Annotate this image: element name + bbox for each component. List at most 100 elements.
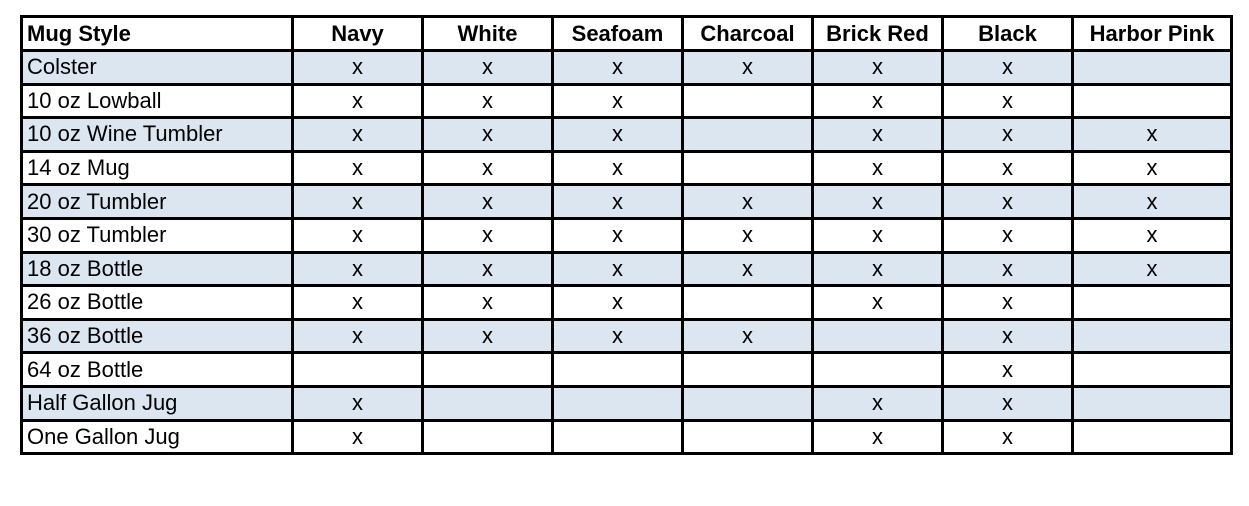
header-row: Mug Style Navy White Seafoam Charcoal Brick R… bbox=[20, 15, 1233, 52]
row-label: Colster bbox=[20, 49, 294, 86]
cell bbox=[551, 384, 684, 422]
cell: x bbox=[681, 49, 814, 86]
column-header: Seafoam bbox=[551, 15, 684, 52]
cell: x bbox=[291, 317, 424, 355]
cell: x bbox=[291, 284, 424, 321]
cell: x bbox=[421, 284, 554, 321]
cell: x bbox=[811, 49, 944, 86]
cell: x bbox=[421, 116, 554, 153]
cell: x bbox=[681, 183, 814, 220]
cell: x bbox=[811, 284, 944, 321]
cell: x bbox=[291, 384, 424, 422]
cell bbox=[681, 116, 814, 153]
cell: x bbox=[941, 384, 1074, 422]
cell: x bbox=[421, 82, 554, 120]
cell: x bbox=[941, 49, 1074, 86]
cell bbox=[291, 351, 424, 388]
table-row: 20 oz Tumbler x x x x x x x bbox=[20, 183, 1233, 220]
cell bbox=[1071, 284, 1233, 321]
cell: x bbox=[811, 216, 944, 254]
column-header: Mug Style bbox=[20, 15, 294, 52]
cell: x bbox=[681, 317, 814, 355]
table-row: 14 oz Mug x x x x x x bbox=[20, 149, 1233, 187]
cell: x bbox=[291, 149, 424, 187]
cell: x bbox=[941, 149, 1074, 187]
cell bbox=[1071, 317, 1233, 355]
cell: x bbox=[811, 418, 944, 456]
cell: x bbox=[811, 116, 944, 153]
cell: x bbox=[551, 317, 684, 355]
table-row: Colster x x x x x x bbox=[20, 49, 1233, 86]
row-label: 20 oz Tumbler bbox=[20, 183, 294, 220]
table-row: 26 oz Bottle x x x x x bbox=[20, 284, 1233, 321]
column-header: Black bbox=[941, 15, 1074, 52]
cell: x bbox=[1071, 216, 1233, 254]
cell: x bbox=[291, 216, 424, 254]
column-header: Navy bbox=[291, 15, 424, 52]
cell: x bbox=[1071, 116, 1233, 153]
cell: x bbox=[421, 49, 554, 86]
cell: x bbox=[941, 284, 1074, 321]
row-label: 36 oz Bottle bbox=[20, 317, 294, 355]
cell: x bbox=[291, 418, 424, 456]
cell bbox=[811, 317, 944, 355]
cell: x bbox=[941, 250, 1074, 288]
cell: x bbox=[811, 183, 944, 220]
row-label: 18 oz Bottle bbox=[20, 250, 294, 288]
cell: x bbox=[811, 149, 944, 187]
table-wrap: Mug Style Navy White Seafoam Charcoal Brick R… bbox=[20, 15, 1233, 456]
row-label: 64 oz Bottle bbox=[20, 351, 294, 388]
cell: x bbox=[941, 317, 1074, 355]
cell bbox=[1071, 49, 1233, 86]
cell: x bbox=[941, 216, 1074, 254]
cell: x bbox=[1071, 149, 1233, 187]
cell bbox=[1071, 82, 1233, 120]
row-label: 10 oz Wine Tumbler bbox=[20, 116, 294, 153]
cell bbox=[421, 418, 554, 456]
row-label: Half Gallon Jug bbox=[20, 384, 294, 422]
cell: x bbox=[941, 418, 1074, 456]
column-header: Brick Red bbox=[811, 15, 944, 52]
cell bbox=[681, 82, 814, 120]
cell bbox=[681, 384, 814, 422]
table-row: Half Gallon Jug x x x bbox=[20, 384, 1233, 422]
cell: x bbox=[551, 116, 684, 153]
cell: x bbox=[1071, 250, 1233, 288]
column-header: White bbox=[421, 15, 554, 52]
cell bbox=[551, 418, 684, 456]
cell bbox=[421, 384, 554, 422]
cell: x bbox=[291, 116, 424, 153]
cell: x bbox=[551, 284, 684, 321]
column-header: Harbor Pink bbox=[1071, 15, 1233, 52]
cell: x bbox=[291, 183, 424, 220]
row-label: 30 oz Tumbler bbox=[20, 216, 294, 254]
cell: x bbox=[1071, 183, 1233, 220]
cell: x bbox=[421, 183, 554, 220]
cell: x bbox=[421, 216, 554, 254]
cell: x bbox=[551, 250, 684, 288]
cell: x bbox=[811, 250, 944, 288]
cell: x bbox=[421, 149, 554, 187]
cell: x bbox=[291, 250, 424, 288]
cell: x bbox=[811, 384, 944, 422]
cell: x bbox=[291, 82, 424, 120]
row-label: One Gallon Jug bbox=[20, 418, 294, 456]
cell bbox=[1071, 384, 1233, 422]
column-header: Charcoal bbox=[681, 15, 814, 52]
cell: x bbox=[551, 183, 684, 220]
cell: x bbox=[941, 183, 1074, 220]
table-row: 10 oz Wine Tumbler x x x x x x bbox=[20, 116, 1233, 153]
cell bbox=[421, 351, 554, 388]
table-row: One Gallon Jug x x x bbox=[20, 418, 1233, 456]
cell: x bbox=[941, 82, 1074, 120]
cell bbox=[551, 351, 684, 388]
cell: x bbox=[421, 250, 554, 288]
table-body: Colster x x x x x x 10 oz Lowball x x x x x 10 oz Win… bbox=[20, 49, 1233, 456]
cell: x bbox=[681, 216, 814, 254]
cell: x bbox=[291, 49, 424, 86]
cell bbox=[1071, 351, 1233, 388]
cell: x bbox=[551, 49, 684, 86]
cell: x bbox=[941, 116, 1074, 153]
table-row: 10 oz Lowball x x x x x bbox=[20, 82, 1233, 120]
